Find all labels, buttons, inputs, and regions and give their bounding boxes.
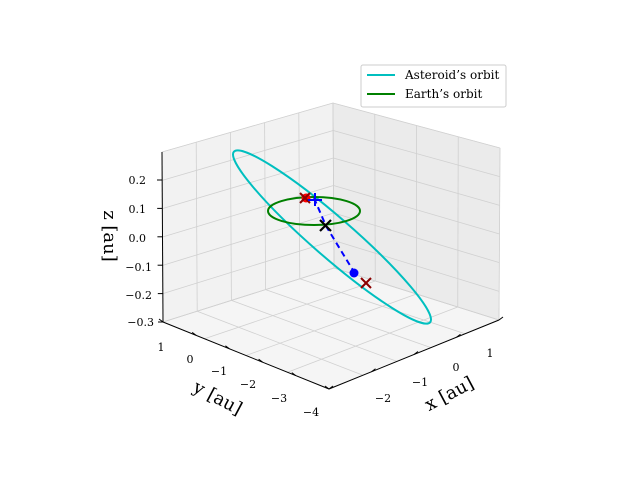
legend-earth-label: Earth’s orbit	[405, 87, 482, 101]
z-tick: 0.0	[129, 232, 147, 245]
gridline	[162, 130, 334, 181]
z-axis-label: z [au]	[99, 210, 120, 262]
gridline	[195, 142, 198, 312]
y-tick-mark	[324, 385, 330, 390]
z-tick-labels: 0.2 0.1 0.0 −0.1 −0.2 −0.3	[125, 174, 154, 329]
legend-asteroid-label: Asteroid’s orbit	[404, 68, 499, 82]
end-point-marker	[349, 268, 359, 278]
y-tick: −4	[303, 406, 319, 419]
gridline	[298, 112, 301, 279]
gridline	[204, 280, 376, 340]
x-tick-labels: −2 −1 0 1	[375, 347, 494, 405]
y-tick: −3	[271, 392, 287, 405]
legend-box	[360, 64, 507, 108]
x-tick-mark	[413, 351, 419, 355]
y-axis-label: y [au]	[189, 376, 246, 420]
y-tick-mark	[191, 331, 197, 336]
x-tick-mark	[456, 333, 461, 338]
y-tick: −2	[240, 378, 256, 391]
x-tick: 0	[453, 361, 460, 374]
plus-marker	[308, 193, 322, 206]
gridline	[162, 157, 334, 210]
y-tick-mark	[258, 358, 263, 363]
gridline	[162, 267, 335, 323]
y-tick-mark	[225, 345, 230, 350]
gridline	[162, 240, 334, 295]
gridline	[498, 147, 501, 321]
end-x-marker	[360, 277, 372, 289]
x-tick: −1	[412, 376, 428, 389]
y-tick-mark	[291, 372, 297, 377]
y-tick-labels: 1 0 −1 −2 −3 −4	[158, 341, 320, 419]
x-tick-mark	[498, 316, 504, 321]
y-axis-line	[162, 321, 330, 390]
x-tick: 1	[487, 347, 494, 360]
gridline	[374, 114, 376, 282]
z-tick: 0.1	[129, 203, 147, 216]
start-x-marker	[299, 192, 311, 204]
z-tick: −0.3	[127, 316, 154, 329]
center-x-marker	[319, 219, 332, 232]
gridline	[457, 136, 459, 308]
z-tick: −0.2	[125, 289, 152, 302]
gridline	[332, 102, 335, 269]
y-tick: 1	[158, 341, 165, 354]
axes	[157, 151, 504, 390]
gridline	[230, 132, 232, 301]
z-axis-line	[161, 151, 164, 323]
x-tick: −2	[375, 392, 391, 405]
gridline	[287, 306, 458, 373]
z-tick: −0.1	[125, 261, 152, 274]
y-tick: 0	[187, 353, 194, 366]
z-tick: 0.2	[129, 174, 147, 187]
y-tick: −1	[211, 365, 227, 378]
x-tick-mark	[328, 385, 334, 390]
gridline	[162, 212, 334, 266]
x-axis-label: x [au]	[421, 373, 477, 416]
legend: Asteroid’s orbit Earth’s orbit	[360, 64, 507, 108]
gridline	[161, 102, 334, 153]
gridline	[264, 122, 266, 290]
x-tick-mark	[371, 368, 376, 373]
